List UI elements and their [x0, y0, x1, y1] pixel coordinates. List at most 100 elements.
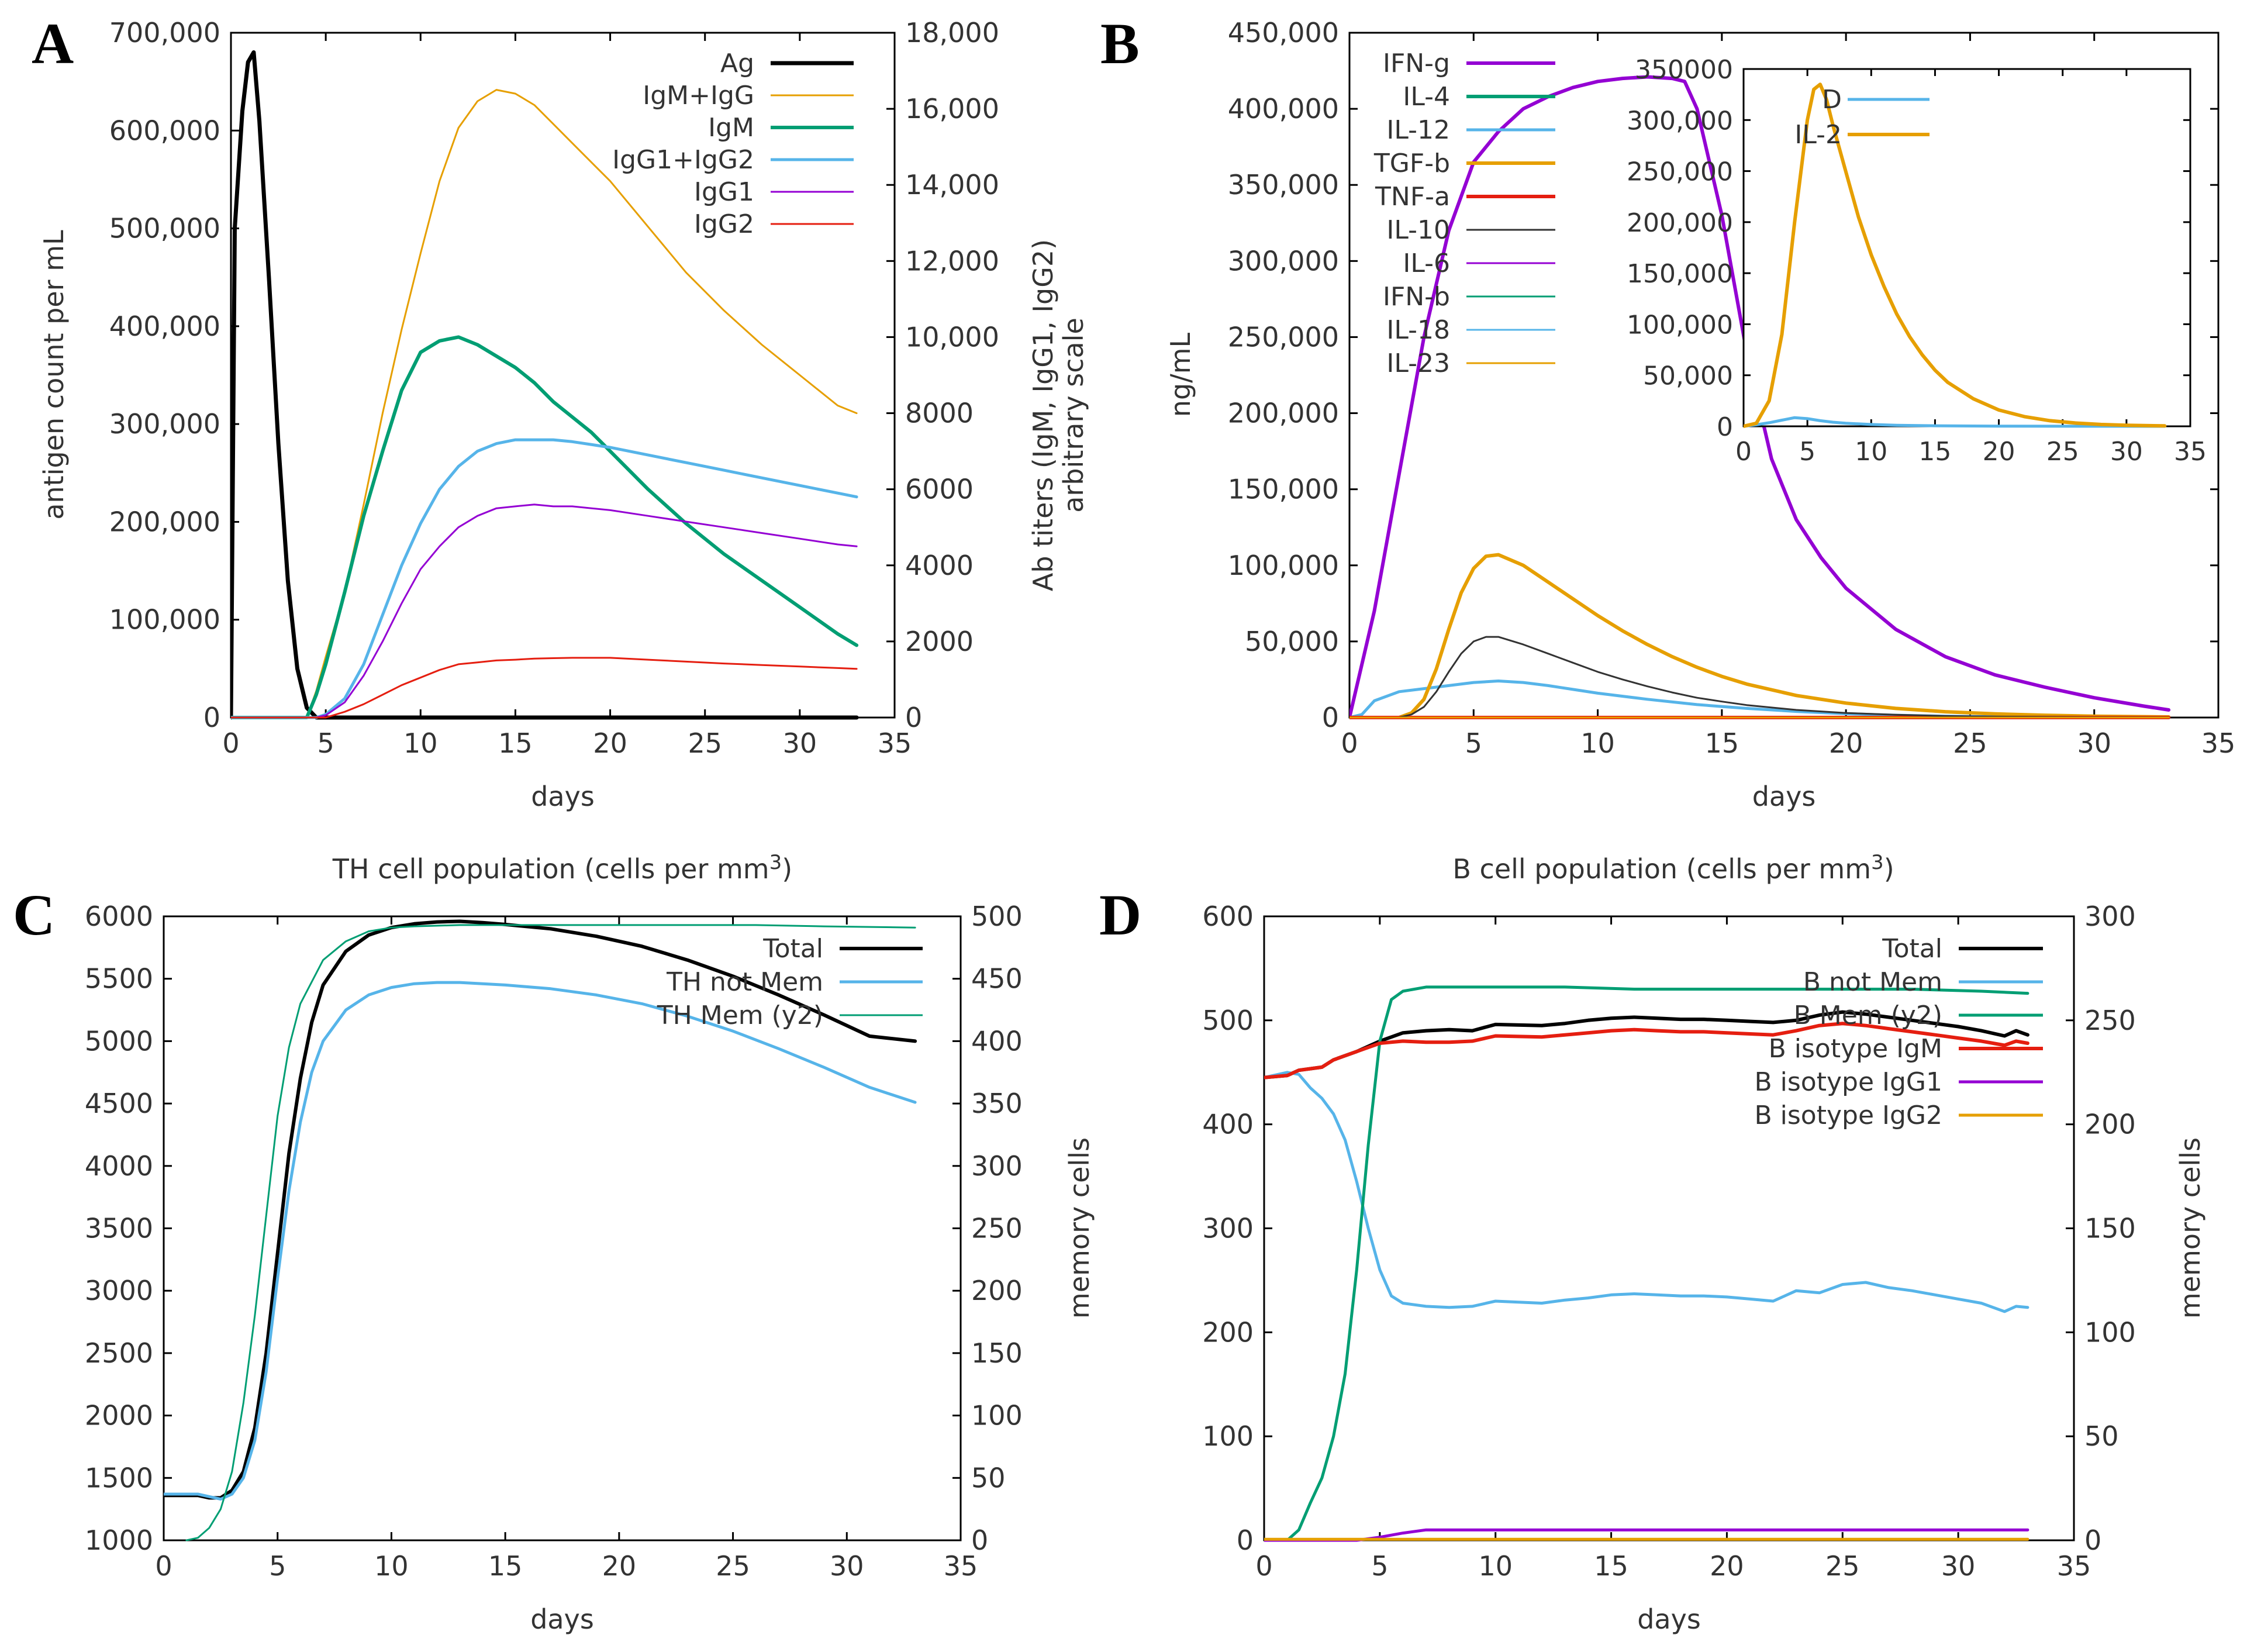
y-tick-label: 300,000: [1228, 245, 1339, 277]
y-tick-label: 0: [203, 702, 220, 733]
series-line-il-2: [1744, 82, 2167, 428]
x-axis-label: days: [1752, 781, 1816, 812]
chart-title: B cell population (cells per mm3): [1452, 851, 1894, 885]
legend-label: B Mem (y2): [1794, 1001, 1942, 1030]
chart-panel-d: 0 5 10 15 20 25 30 3501002003004005006000501001…: [1202, 851, 2206, 1635]
x-tick-label: 0: [155, 1550, 172, 1582]
x-tick-label: 0: [222, 727, 239, 759]
y2-tick-label: 0: [971, 1525, 988, 1556]
legend-label: B isotype IgG1: [1754, 1067, 1942, 1097]
y-tick-label: 2000: [85, 1400, 153, 1432]
y2-tick-label: 400: [971, 1025, 1023, 1057]
y-tick-label: 350,000: [1228, 169, 1339, 201]
series-group: [1744, 82, 2167, 428]
y2-tick-label: 150: [2084, 1213, 2136, 1244]
series-line-b-isotype-igm: [1264, 1022, 2029, 1080]
y-tick-label: 400,000: [1228, 93, 1339, 125]
x-tick-label: 25: [2046, 437, 2079, 467]
y-tick-label: 0: [1322, 702, 1339, 733]
x-tick-label: 5: [317, 727, 334, 759]
series-group: [1264, 985, 2029, 1542]
legend-label: IL-23: [1386, 349, 1450, 378]
y-tick-label: 500: [1202, 1005, 1254, 1036]
y-tick-label: 500,000: [109, 213, 220, 244]
legend-label: IFN-b: [1383, 282, 1450, 312]
y-tick-label: 5500: [85, 963, 153, 995]
y-tick-label: 350000: [1635, 55, 1733, 85]
legend-label: IL-2: [1794, 120, 1842, 150]
x-tick-label: 20: [1983, 437, 2015, 467]
series-group: [164, 919, 917, 1541]
x-tick-label: 25: [1825, 1550, 1860, 1582]
y2-tick-label: 2000: [905, 626, 974, 657]
y-tick-label: 50,000: [1643, 361, 1733, 391]
y-tick-label: 200,000: [109, 506, 220, 537]
inset-background: [1744, 69, 2190, 426]
legend-label: Total: [762, 934, 823, 964]
y-tick-label: 100,000: [1228, 550, 1339, 581]
y2-tick-label: 16,000: [905, 93, 999, 125]
y2-tick-label: 150: [971, 1337, 1023, 1369]
y2-tick-label: 50: [971, 1462, 1006, 1494]
series-line-b-not-mem: [1264, 1071, 2029, 1313]
legend-label: IL-12: [1386, 115, 1450, 145]
legend-label: IgG2: [694, 209, 754, 239]
series-line-d: [1744, 416, 2166, 428]
series-line-th-mem-y2-: [185, 924, 916, 1541]
x-tick-label: 35: [944, 1550, 978, 1582]
x-tick-label: 10: [1478, 1550, 1513, 1582]
panel-letter-b: B: [1100, 11, 1140, 76]
x-axis-label: days: [531, 781, 595, 812]
series-line-igg2: [231, 657, 858, 719]
x-tick-label: 5: [1465, 727, 1482, 759]
legend: D IL-2: [1794, 85, 1930, 150]
legend-label: IL-18: [1386, 315, 1450, 345]
x-tick-label: 10: [403, 727, 438, 759]
y-tick-label: 250,000: [1228, 321, 1339, 353]
y2-tick-label: 0: [905, 702, 922, 733]
y-tick-label: 100,000: [1627, 310, 1733, 340]
series-line-tgf-b: [1349, 553, 2171, 719]
y2-tick-label: 300: [2084, 901, 2136, 932]
y-tick-label: 0: [1717, 412, 1733, 442]
y-tick-label: 100,000: [109, 604, 220, 636]
y2-tick-label: 200: [2084, 1109, 2136, 1140]
legend-label: IL-10: [1386, 215, 1450, 245]
x-tick-label: 30: [2077, 727, 2111, 759]
x-tick-label: 15: [1594, 1550, 1628, 1582]
legend-label: IL-6: [1403, 249, 1450, 278]
chart-panel-binset: 0 5 10 15 20 25 30 35 0 50,000 100,000 150,000 200,0…: [1627, 55, 2207, 467]
x-tick-label: 25: [688, 727, 722, 759]
legend-label: Ag: [720, 49, 754, 78]
series-group: [231, 50, 859, 720]
x-tick-label: 15: [498, 727, 533, 759]
series-line-total: [164, 919, 917, 1500]
chart-panel-a: 0 5 10 15 20 25 30 350100,000200,000300,000400,…: [38, 17, 1089, 812]
y2-tick-label: 50: [2084, 1420, 2119, 1452]
y-tick-label: 450,000: [1228, 17, 1339, 49]
y-tick-label: 100: [1202, 1420, 1254, 1452]
legend-label: D: [1822, 85, 1842, 115]
y-tick-label: 300,000: [109, 408, 220, 440]
y-tick-label: 600,000: [109, 115, 220, 146]
y-tick-label: 200,000: [1228, 398, 1339, 429]
legend-label: Total: [1882, 934, 1942, 964]
x-tick-label: 25: [1953, 727, 1987, 759]
legend-label: IgM+IgG: [643, 81, 754, 111]
y2-tick-label: 18,000: [905, 17, 999, 49]
x-tick-label: 20: [1829, 727, 1863, 759]
y-tick-label: 400,000: [109, 311, 220, 342]
x-tick-label: 30: [2110, 437, 2143, 467]
series-line-il-10: [1349, 636, 2170, 719]
x-tick-label: 35: [2174, 437, 2207, 467]
y-tick-label: 4000: [85, 1150, 153, 1182]
y-tick-label: 1000: [85, 1525, 153, 1556]
y2-tick-label: 250: [971, 1213, 1023, 1244]
legend-label: IFN-g: [1383, 49, 1450, 78]
legend-label: B not Mem: [1803, 967, 1942, 997]
y2-tick-label: 200: [971, 1275, 1023, 1306]
x-tick-label: 30: [1941, 1550, 1976, 1582]
y2-tick-label: 300: [971, 1150, 1023, 1182]
